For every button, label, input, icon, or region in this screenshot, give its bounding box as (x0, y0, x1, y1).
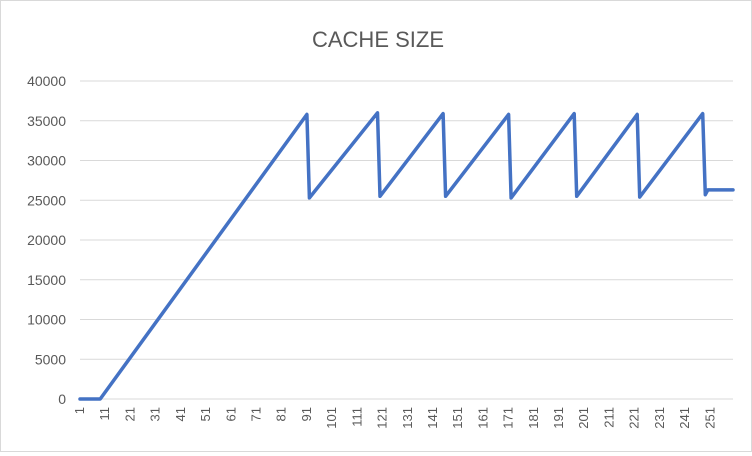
y-tick-label: 40000 (27, 73, 66, 89)
x-tick-label: 201 (576, 407, 591, 429)
y-tick-label: 15000 (27, 272, 66, 288)
x-tick-label: 111 (349, 407, 364, 427)
x-tick-label: 91 (299, 407, 314, 421)
x-tick-label: 141 (425, 407, 440, 429)
series-line-0 (78, 111, 735, 401)
x-axis-tick-labels: 1 11 21 31 41 51 61 71 81 91 101 111 121 131 141 151 161… (72, 407, 717, 429)
y-tick-label: 5000 (35, 351, 66, 367)
x-tick-label: 161 (475, 407, 490, 429)
x-tick-label: 101 (324, 407, 339, 429)
y-tick-label: 20000 (27, 232, 66, 248)
x-tick-label: 251 (702, 407, 717, 429)
x-tick-label: 181 (526, 407, 541, 429)
x-tick-label: 151 (450, 407, 465, 429)
x-tick-label: 241 (677, 407, 692, 429)
y-tick-label: 25000 (27, 192, 66, 208)
x-tick-label: 51 (198, 407, 213, 421)
series-layer (78, 111, 735, 401)
x-tick-label: 221 (627, 407, 642, 429)
chart-title: CACHE SIZE (312, 27, 444, 52)
y-tick-label: 35000 (27, 113, 66, 129)
x-tick-label: 191 (551, 407, 566, 429)
x-tick-label: 171 (501, 407, 516, 429)
y-tick-label: 0 (58, 391, 66, 407)
x-tick-label: 71 (248, 407, 263, 421)
gridlines (80, 80, 733, 360)
x-tick-label: 121 (375, 407, 390, 429)
x-tick-label: 31 (148, 407, 163, 421)
x-tick-label: 231 (652, 407, 667, 429)
x-tick-label: 131 (400, 407, 415, 429)
x-tick-label: 61 (223, 407, 238, 421)
y-axis-tick-labels: 0 5000 10000 15000 20000 25000 30000 35000 40000 (27, 73, 66, 407)
x-tick-label: 11 (97, 407, 112, 421)
x-tick-label: 81 (274, 407, 289, 421)
x-tick-label: 211 (601, 407, 616, 428)
x-tick-label: 1 (72, 407, 87, 414)
x-tick-label: 41 (173, 407, 188, 421)
y-tick-label: 10000 (27, 312, 66, 328)
y-tick-label: 30000 (27, 153, 66, 169)
x-tick-label: 21 (122, 407, 137, 421)
